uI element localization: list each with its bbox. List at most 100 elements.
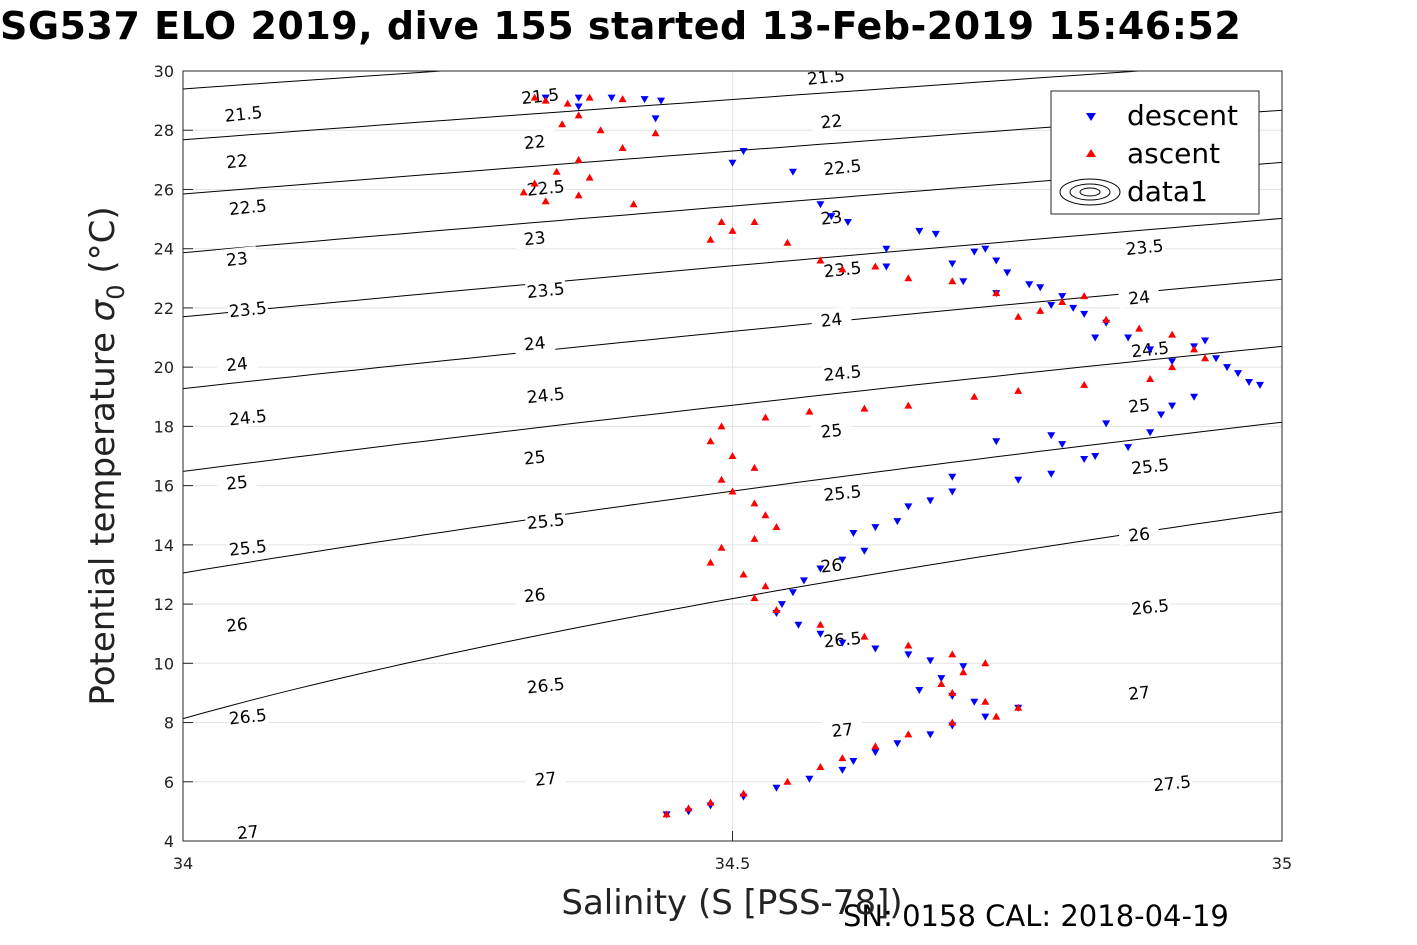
descent-point [1003,269,1012,277]
x-tick-label: 34.5 [715,854,751,873]
ascent-point [948,277,957,285]
descent-point [1025,281,1034,289]
contour-label: 23.5 [1125,236,1165,260]
descent-point [948,260,957,268]
density-contour-line [183,71,449,90]
ascent-point [783,777,792,785]
ascent-point [860,404,869,412]
descent-point [1047,432,1056,440]
ascent-point [684,804,693,812]
contour-label: 25.5 [228,537,268,561]
ascent-point [585,173,594,181]
descent-point [1080,310,1089,318]
descent-point [882,245,891,253]
ascent-point [1102,315,1111,323]
descent-point [827,213,836,221]
descent-point [948,488,957,496]
ascent-point [618,95,627,103]
contour-label: 23.5 [228,298,268,322]
ascent-point [904,730,913,738]
descent-point [992,438,1001,446]
ascent-point [1036,306,1045,314]
contour-label: 25.5 [1130,455,1170,479]
density-contour-line [183,71,1146,141]
descent-point [915,686,924,694]
ascent-point [662,810,671,818]
density-contour-line [183,345,1282,472]
contour-label: 27 [236,822,260,844]
ascent-point [717,218,726,226]
ascent-point [585,93,594,101]
y-tick-label: 26 [154,180,174,199]
ascent-point [772,523,781,531]
contour-label: 21.5 [224,103,264,127]
contour-label: 27.5 [1152,772,1192,796]
ascent-point [750,594,759,602]
legend-ascent-marker [1086,149,1096,157]
legend: descent ascent data1 [1050,90,1260,215]
ascent-point [739,789,748,797]
ascent-point [1168,363,1177,371]
descent-point [1168,402,1177,410]
contour-label: 27 [831,720,855,742]
descent-point [992,257,1001,265]
ascent-point [981,697,990,705]
y-axis-label-main: Potential temperature [83,321,123,705]
descent-point [816,630,825,638]
descent-point [904,651,913,659]
ascent-point [904,641,913,649]
contour-label-background [1129,594,1171,619]
legend-ascent-label: ascent [1127,137,1220,170]
descent-point [1036,284,1045,292]
y-tick-label: 28 [154,121,174,140]
y-tick-label: 20 [154,358,174,377]
descent-point [788,168,797,176]
descent-point [607,94,616,102]
axis-ticks: 34 34.5 35 4 6 8 10 12 14 16 18 20 22 24 26 28 30 [154,62,1293,873]
contour-label-background [821,154,864,179]
contour-label: 25 [225,473,249,495]
descent-point [981,245,990,253]
y-tick-label: 24 [154,240,174,259]
ascent-point [706,437,715,445]
descent-point [926,731,935,739]
descent-point [1234,370,1243,378]
descent-point [1146,429,1155,437]
ascent-point [574,111,583,119]
ascent-point [519,188,528,196]
contour-label-background [524,382,567,407]
descent-point [838,766,847,774]
descent-point [1146,346,1155,354]
descent-point [1091,453,1100,460]
contour-label-background [222,100,265,125]
contour-label-background [513,129,556,154]
descent-point [959,278,968,286]
ascent-point [558,120,567,128]
ascent-point [706,558,715,566]
descent-point [816,201,825,209]
contour-label: 23 [225,249,249,271]
ascent-point [1168,330,1177,338]
ascent-point [871,742,880,750]
calibration-footer: SN: 0158 CAL: 2018-04-19 [843,899,1229,933]
contour-label-background [1118,521,1160,546]
y-tick-label: 4 [164,832,174,851]
contour-label: 24 [225,354,249,376]
contour-label: 21.5 [806,66,846,90]
density-contours: 21.521.521.522222222.522.522.523232323.5… [183,66,1282,844]
descent-point [937,675,946,683]
descent-point [871,524,880,532]
descent-point [1058,293,1067,301]
descent-point [860,547,869,555]
ascent-point [651,129,660,137]
contour-label: 25 [1127,396,1151,418]
contour-label: 26.5 [1130,596,1170,620]
contour-label: 24.5 [228,407,268,431]
contour-label-background [821,716,864,741]
contour-label: 25 [523,447,547,469]
descent-point [893,740,902,748]
y-tick-label: 18 [154,417,174,436]
contour-label: 22.5 [526,177,566,201]
descent-point [1058,441,1067,449]
